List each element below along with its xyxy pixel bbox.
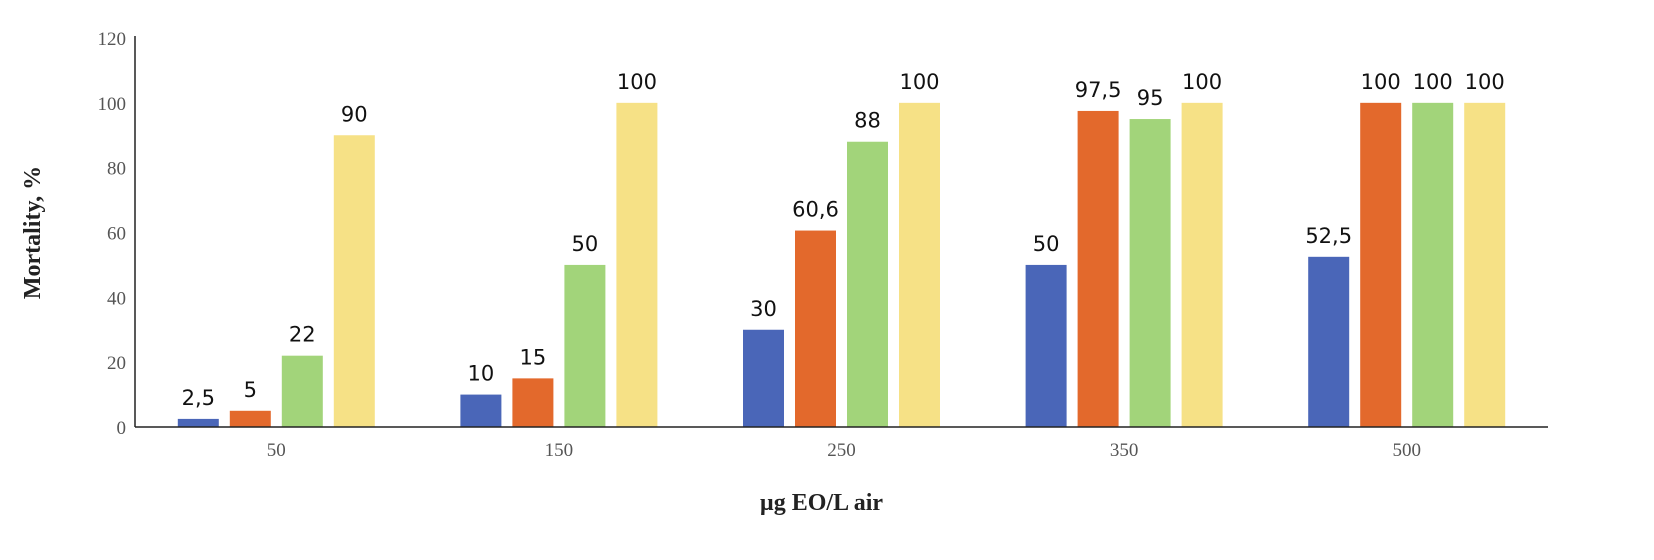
y-tick-label: 80 bbox=[107, 159, 126, 180]
bar-value-label: 100 bbox=[1361, 70, 1401, 94]
y-tick-label: 20 bbox=[107, 353, 126, 374]
bar bbox=[460, 394, 502, 427]
bar-value-label: 100 bbox=[899, 70, 939, 94]
bar bbox=[1360, 102, 1402, 427]
y-axis-title: Mortality, % bbox=[20, 166, 46, 299]
bar-value-label: 60,6 bbox=[792, 198, 839, 222]
bar bbox=[1308, 256, 1350, 427]
x-tick-label: 350 bbox=[1110, 440, 1139, 461]
y-tick-label: 40 bbox=[107, 288, 126, 309]
bar bbox=[795, 230, 836, 427]
bar-value-label: 5 bbox=[244, 378, 257, 402]
x-tick-label: 50 bbox=[267, 440, 286, 461]
x-axis-title: µg EO/L air bbox=[760, 490, 884, 516]
bar bbox=[743, 329, 784, 427]
bar bbox=[512, 378, 554, 427]
bar-value-label: 97,5 bbox=[1075, 78, 1122, 102]
bar bbox=[1077, 110, 1119, 427]
bar-value-label: 50 bbox=[1033, 232, 1060, 256]
y-tick-label: 100 bbox=[98, 94, 127, 115]
bar bbox=[1129, 119, 1171, 428]
x-axis-ticks: 50 150 250 350 500 bbox=[267, 440, 1421, 461]
bar-value-label: 30 bbox=[750, 297, 777, 321]
bars bbox=[177, 102, 1506, 428]
bar bbox=[229, 410, 271, 427]
bar bbox=[564, 264, 606, 427]
bar bbox=[177, 418, 219, 427]
y-axis-ticks: 0 20 40 60 80 100 120 bbox=[98, 29, 127, 439]
bar-value-label: 52,5 bbox=[1305, 224, 1352, 248]
bar-value-label: 90 bbox=[341, 102, 368, 126]
bar-value-label: 100 bbox=[1182, 70, 1222, 94]
bar bbox=[1412, 102, 1454, 427]
bar-value-label: 100 bbox=[1413, 70, 1453, 94]
bar-value-label: 100 bbox=[617, 70, 657, 94]
bar-value-label: 22 bbox=[289, 323, 316, 347]
bar bbox=[281, 355, 323, 427]
data-labels: 2,5 5 22 90 10 15 50 100 30 60,6 88 100 50 97,5 95 100 5… bbox=[182, 70, 1505, 410]
bar-value-label: 50 bbox=[572, 232, 599, 256]
bar-value-label: 95 bbox=[1137, 86, 1164, 110]
bar bbox=[1025, 264, 1067, 427]
y-tick-label: 0 bbox=[117, 418, 127, 439]
bar bbox=[1181, 102, 1223, 427]
bar-value-label: 15 bbox=[520, 345, 547, 369]
x-tick-label: 150 bbox=[545, 440, 574, 461]
bar bbox=[1464, 102, 1506, 427]
bar bbox=[847, 141, 888, 427]
x-tick-label: 250 bbox=[827, 440, 856, 461]
y-tick-label: 120 bbox=[98, 29, 127, 50]
bar bbox=[333, 135, 375, 427]
bar bbox=[616, 102, 658, 427]
bar-value-label: 2,5 bbox=[182, 386, 215, 410]
bar-value-label: 88 bbox=[854, 109, 881, 133]
bar-value-label: 10 bbox=[468, 362, 495, 386]
x-tick-label: 500 bbox=[1392, 440, 1421, 461]
y-tick-label: 60 bbox=[107, 224, 126, 245]
bar bbox=[899, 102, 940, 427]
bar-value-label: 100 bbox=[1465, 70, 1505, 94]
